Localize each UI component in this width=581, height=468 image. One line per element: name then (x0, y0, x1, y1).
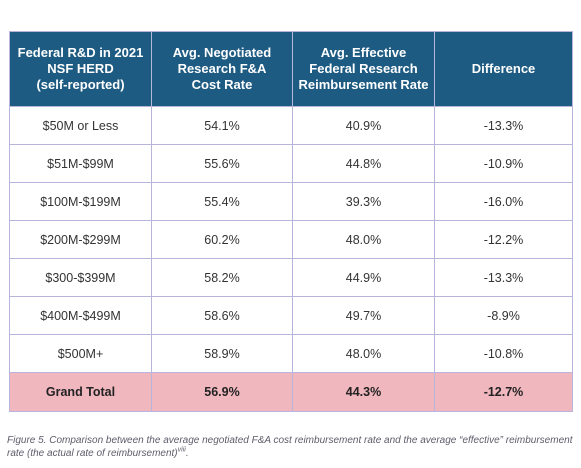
grand-total-row: Grand Total 56.9% 44.3% -12.7% (9, 372, 573, 412)
table-row: $100M-$199M 55.4% 39.3% -16.0% (9, 182, 573, 221)
cell-effective: 44.8% (292, 144, 435, 183)
cell-difference: -16.0% (434, 182, 573, 221)
cell-difference: -12.2% (434, 220, 573, 259)
header-line: NSF HERD (47, 61, 114, 76)
header-line: Research F&A (177, 61, 267, 76)
cell-bracket: $50M or Less (9, 106, 152, 145)
cell-difference: -13.3% (434, 106, 573, 145)
total-label: Grand Total (9, 372, 152, 412)
total-negotiated: 56.9% (151, 372, 293, 412)
cell-difference: -8.9% (434, 296, 573, 335)
cell-effective: 44.9% (292, 258, 435, 297)
caption-footnote-marker: viii (177, 446, 186, 454)
header-line: Federal Research (309, 61, 418, 76)
header-negotiated-rate: Avg. Negotiated Research F&A Cost Rate (151, 31, 293, 107)
header-federal-rd: Federal R&D in 2021 NSF HERD (self-repor… (9, 31, 152, 107)
cell-difference: -10.8% (434, 334, 573, 373)
table-row: $400M-$499M 58.6% 49.7% -8.9% (9, 296, 573, 335)
caption-end: . (185, 448, 189, 459)
header-line: Difference (471, 61, 536, 76)
figure-caption: Figure 5. Comparison between the average… (7, 434, 573, 460)
comparison-table-container: Federal R&D in 2021 NSF HERD (self-repor… (9, 31, 573, 412)
cell-effective: 48.0% (292, 220, 435, 259)
table-row: $300-$399M 58.2% 44.9% -13.3% (9, 258, 573, 297)
header-line: Cost Rate (191, 77, 253, 92)
cell-negotiated: 58.6% (151, 296, 293, 335)
cell-bracket: $100M-$199M (9, 182, 152, 221)
header-line: Avg. Negotiated (172, 45, 272, 60)
cell-difference: -10.9% (434, 144, 573, 183)
cell-bracket: $400M-$499M (9, 296, 152, 335)
cell-bracket: $200M-$299M (9, 220, 152, 259)
cell-negotiated: 58.2% (151, 258, 293, 297)
header-effective-rate: Avg. Effective Federal Research Reimburs… (292, 31, 435, 107)
cell-bracket: $51M-$99M (9, 144, 152, 183)
header-line: Federal R&D in 2021 (17, 45, 144, 60)
cell-negotiated: 55.6% (151, 144, 293, 183)
cell-negotiated: 54.1% (151, 106, 293, 145)
cell-effective: 48.0% (292, 334, 435, 373)
header-line: (self-reported) (36, 77, 125, 92)
cell-negotiated: 58.9% (151, 334, 293, 373)
cell-difference: -13.3% (434, 258, 573, 297)
header-difference: Difference (434, 31, 573, 107)
total-effective: 44.3% (292, 372, 435, 412)
header-line: Reimbursement Rate (298, 77, 429, 92)
table-row: $500M+ 58.9% 48.0% -10.8% (9, 334, 573, 373)
header-line: Avg. Effective (320, 45, 407, 60)
cell-negotiated: 60.2% (151, 220, 293, 259)
caption-text: Figure 5. Comparison between the average… (7, 435, 573, 459)
header-row: Federal R&D in 2021 NSF HERD (self-repor… (9, 31, 573, 107)
cell-effective: 40.9% (292, 106, 435, 145)
cell-bracket: $300-$399M (9, 258, 152, 297)
cell-negotiated: 55.4% (151, 182, 293, 221)
cell-effective: 39.3% (292, 182, 435, 221)
table-row: $200M-$299M 60.2% 48.0% -12.2% (9, 220, 573, 259)
comparison-table: Federal R&D in 2021 NSF HERD (self-repor… (9, 31, 573, 412)
cell-bracket: $500M+ (9, 334, 152, 373)
table-row: $50M or Less 54.1% 40.9% -13.3% (9, 106, 573, 145)
table-row: $51M-$99M 55.6% 44.8% -10.9% (9, 144, 573, 183)
cell-effective: 49.7% (292, 296, 435, 335)
total-difference: -12.7% (434, 372, 573, 412)
